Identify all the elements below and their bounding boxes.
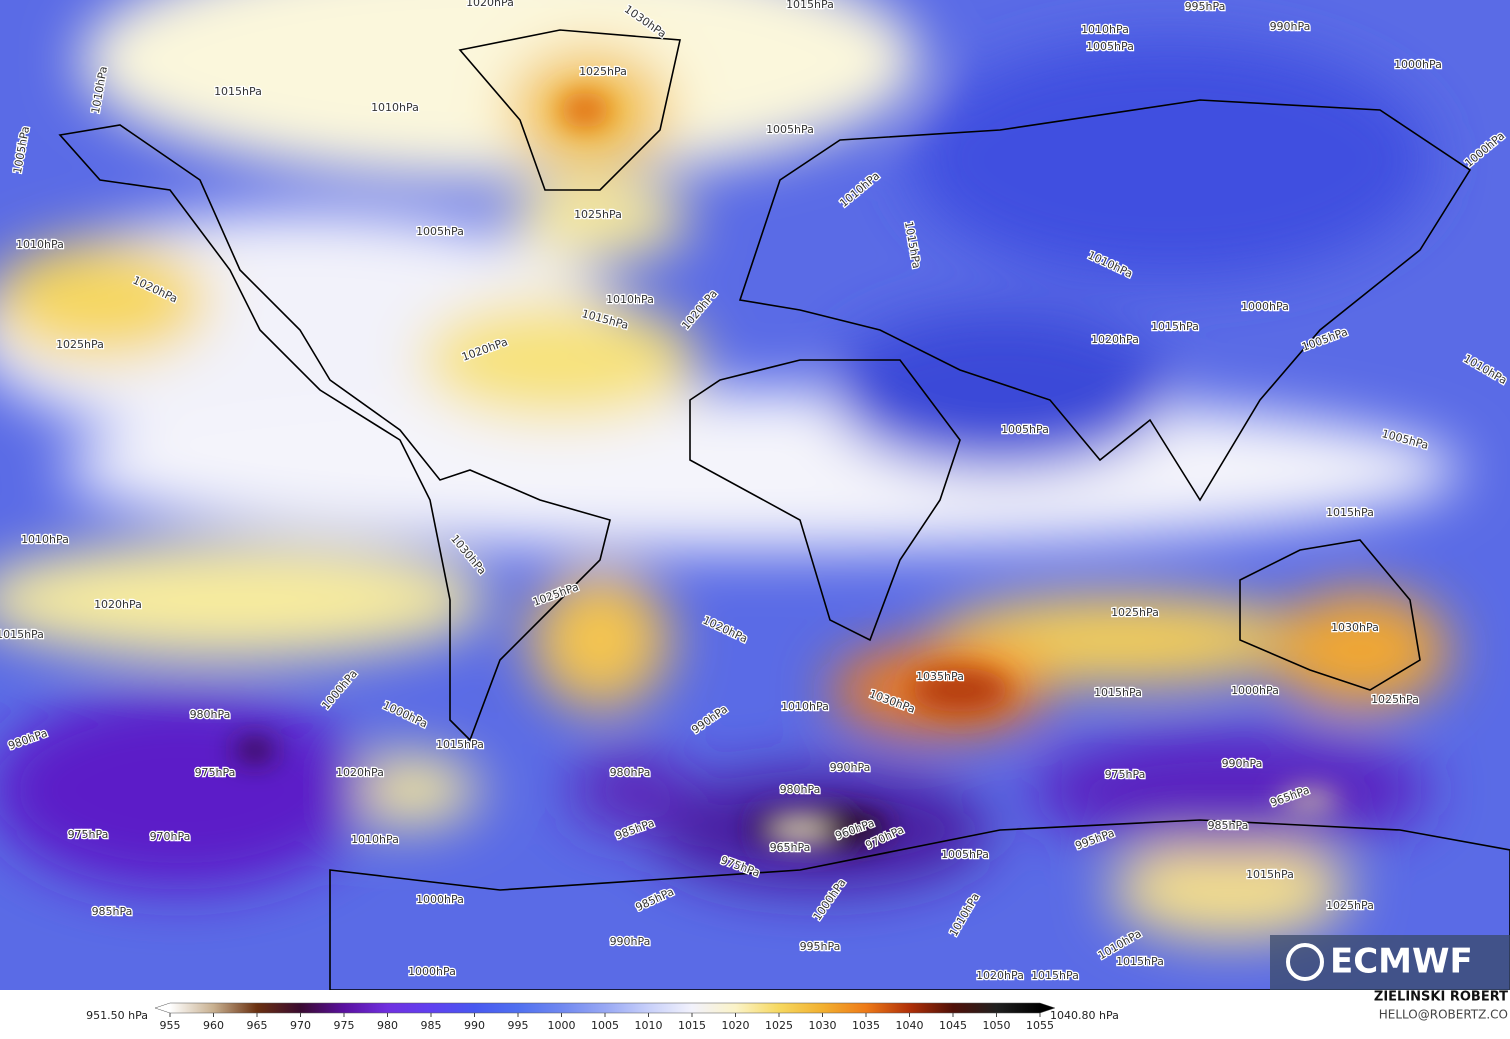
coastlines — [58, 29, 1510, 990]
isobar-label: 990hPa — [1270, 20, 1311, 33]
isobar-label: 985hPa — [1208, 819, 1249, 832]
isobar-label: 1005hPa — [1086, 40, 1134, 53]
isobar-label: 1020hPa — [976, 969, 1024, 982]
logo-text: ECMWF — [1330, 942, 1473, 982]
isobar-label: 1015hPa — [1246, 868, 1294, 881]
isobar-label: 1000hPa — [416, 893, 464, 906]
isobar-label: 990hPa — [1222, 757, 1263, 770]
antarctica-outline — [329, 819, 1510, 990]
colorbar-tick-label: 1000 — [548, 1019, 576, 1032]
isobar-label: 1015hPa — [786, 0, 834, 11]
colorbar-tick-label: 1045 — [939, 1019, 967, 1032]
isobar-label: 985hPa — [92, 905, 133, 918]
colorbar-tick-label: 965 — [247, 1019, 268, 1032]
isobar-label: 1025hPa — [1326, 899, 1374, 912]
colorbar-tick-label: 1025 — [765, 1019, 793, 1032]
author: ZIELINSKI ROBERT — [1374, 990, 1508, 1005]
ecmwf-logo: ECMWF — [1270, 935, 1510, 990]
isobar-label: 975hPa — [195, 766, 236, 779]
colorbar-tick-label: 1005 — [591, 1019, 619, 1032]
pressure-fields — [0, 0, 1460, 940]
pressure-map: 1020hPa 1030hPa 1015hPa 1010hPa 1005hPa 995hP… — [0, 0, 1510, 990]
colorbar: 951.50 hPa 1040.80 hPa 955 960 965 970 975 98… — [86, 990, 1508, 1033]
isobar-label: 1015hPa — [1326, 506, 1374, 519]
australia-outline — [1239, 539, 1421, 691]
isobar-label: 1025hPa — [574, 208, 622, 221]
isobar-label: 1015hPa — [214, 85, 262, 98]
colorbar-tick-label: 1055 — [1026, 1019, 1054, 1032]
isobar-label: 1020hPa — [94, 598, 142, 611]
isobar-label: 1010hPa — [606, 293, 654, 306]
isobar-label: 990hPa — [610, 935, 651, 948]
colorbar-tick-label: 960 — [203, 1019, 224, 1032]
pressure-centers — [235, 92, 1340, 848]
isobar-label: 1025hPa — [1371, 693, 1419, 706]
americas-outline — [58, 124, 611, 742]
isobar-label: 1025hPa — [579, 65, 627, 78]
isobar-label: 1020hPa — [336, 766, 384, 779]
isobar-label: 1020hPa — [466, 0, 514, 9]
colorbar-ticks: 955 960 965 970 975 980 985 990 995 1000 1005 1010 1… — [160, 1013, 1054, 1032]
isobar-label: 1010hPa — [371, 101, 419, 114]
isobar-label: 995hPa — [1185, 0, 1226, 13]
colorbar-tick-label: 990 — [464, 1019, 485, 1032]
eurasia-outline — [738, 99, 1472, 502]
isobar-label: 970hPa — [150, 830, 191, 843]
colorbar-min-label: 951.50 hPa — [86, 1009, 148, 1022]
colorbar-tick-label: 985 — [421, 1019, 442, 1032]
isobar-label: 1010hPa — [781, 700, 829, 713]
isobar-label: 1015hPa — [1094, 686, 1142, 699]
colorbar-bar — [154, 1002, 1056, 1014]
greenland-outline — [458, 29, 681, 191]
isobar-label: 1005hPa — [766, 123, 814, 136]
isobar-label: 1005hPa — [941, 848, 989, 861]
isobar-label: 1000hPa — [1231, 684, 1279, 697]
isobar-label: 1015hPa — [1116, 955, 1164, 968]
isobar-label: 990hPa — [830, 761, 871, 774]
colorbar-tick-label: 1015 — [678, 1019, 706, 1032]
colorbar-tick-label: 975 — [334, 1019, 355, 1032]
colorbar-tick-label: 995 — [508, 1019, 529, 1032]
colorbar-tick-label: 1030 — [809, 1019, 837, 1032]
isobar-label: 1030hPa — [1331, 621, 1379, 634]
colorbar-tick-label: 955 — [160, 1019, 181, 1032]
isobar-label: 980hPa — [610, 766, 651, 779]
isobar-label: 980hPa — [780, 783, 821, 796]
logo-icon — [1286, 943, 1324, 981]
isobar-label: 1025hPa — [56, 338, 104, 351]
isobar-label: 1010hPa — [21, 533, 69, 546]
isobar-label: 1010hPa — [16, 238, 64, 251]
isobar-label: 1015hPa — [1151, 320, 1199, 333]
isobar-label: 975hPa — [68, 828, 109, 841]
contact: HELLO@ROBERTZ.CO — [1379, 1008, 1508, 1022]
colorbar-max-label: 1040.80 hPa — [1050, 1009, 1119, 1022]
isobar-label: 1025hPa — [1111, 606, 1159, 619]
isobar-label: 1010hPa — [351, 833, 399, 846]
isobar-label: 995hPa — [800, 940, 841, 953]
colorbar-tick-label: 1050 — [983, 1019, 1011, 1032]
colorbar-tick-label: 1020 — [722, 1019, 750, 1032]
isobar-label: 975hPa — [1105, 768, 1146, 781]
colorbar-tick-label: 970 — [290, 1019, 311, 1032]
isobar-label: 980hPa — [190, 708, 231, 721]
isobar-label: 1015hPa — [1031, 969, 1079, 982]
isobar-label: 965hPa — [770, 841, 811, 854]
africa-outline — [689, 359, 961, 642]
isobar-label: 1000hPa — [408, 965, 456, 978]
isobar-label: 1015hPa — [436, 738, 484, 751]
isobar-label: 1035hPa — [916, 670, 964, 683]
isobar-label: 1000hPa — [1241, 300, 1289, 313]
isobar-label: 1005hPa — [1001, 423, 1049, 436]
isobar-label: 1005hPa — [416, 225, 464, 238]
colorbar-tick-label: 1010 — [635, 1019, 663, 1032]
isobar-label: 1015hPa — [0, 628, 44, 641]
isobar-label: 1020hPa — [1091, 333, 1139, 346]
colorbar-tick-label: 980 — [377, 1019, 398, 1032]
colorbar-tick-label: 1035 — [852, 1019, 880, 1032]
isobar-label: 1010hPa — [1081, 23, 1129, 36]
isobar-label: 1000hPa — [1394, 58, 1442, 71]
colorbar-tick-label: 1040 — [896, 1019, 924, 1032]
